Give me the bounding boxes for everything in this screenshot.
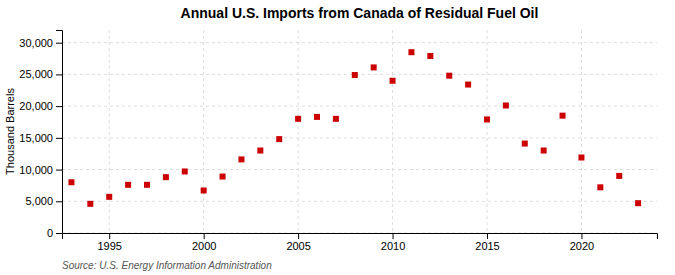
point — [201, 187, 207, 193]
tick-mark — [487, 233, 488, 239]
tick-mark — [204, 233, 205, 239]
point — [597, 184, 603, 190]
point — [106, 194, 112, 200]
tick: 2000 — [192, 233, 216, 252]
plot: 1995 2000 2005 2010 2015 2020 0 5,000 10,000 15,0… — [19, 30, 657, 252]
tick-mark — [298, 233, 299, 239]
tick-mark — [393, 233, 394, 239]
tick-label: 15,000 — [19, 132, 53, 144]
point — [465, 82, 471, 88]
point — [238, 156, 244, 162]
tick-label: 20,000 — [19, 100, 53, 112]
axis-line — [56, 31, 63, 234]
grid-line — [62, 201, 657, 202]
point — [220, 174, 226, 180]
tick: 20,000 — [19, 100, 62, 112]
tick-label: 2000 — [192, 240, 216, 252]
point — [295, 116, 301, 122]
point — [182, 168, 188, 174]
point — [578, 155, 584, 161]
point — [446, 73, 452, 79]
point — [257, 148, 263, 154]
grid-line — [392, 30, 393, 233]
tick-mark — [56, 106, 62, 107]
point — [635, 200, 641, 206]
tick-mark — [56, 74, 62, 75]
tick-mark — [56, 170, 62, 171]
grid — [62, 30, 657, 233]
point — [503, 102, 509, 108]
tick: 15,000 — [19, 132, 62, 144]
tick-label: 1995 — [97, 240, 121, 252]
tick-label: 2015 — [475, 240, 499, 252]
point — [427, 53, 433, 59]
tick-mark — [581, 233, 582, 239]
point — [163, 174, 169, 180]
tick-mark — [109, 233, 110, 239]
grid-line — [487, 30, 488, 233]
point — [522, 141, 528, 147]
axis-line — [63, 234, 658, 240]
point — [125, 182, 131, 188]
grid-line — [62, 74, 657, 75]
tick-mark — [56, 233, 62, 234]
title: Annual U.S. Imports from Canada of Resid… — [181, 5, 539, 21]
grid-line — [62, 106, 657, 107]
tick: 2020 — [570, 233, 594, 252]
point — [408, 49, 414, 55]
y-axis: 0 5,000 10,000 15,000 20,000 25,000 30,000 — [19, 31, 62, 240]
tick-mark — [56, 43, 62, 44]
tick-label: 2005 — [286, 240, 310, 252]
point — [276, 136, 282, 142]
point — [390, 78, 396, 84]
points — [68, 49, 641, 207]
tick-label: 2020 — [570, 240, 594, 252]
tick-label: 5,000 — [25, 195, 53, 207]
grid-line — [62, 169, 657, 170]
tick: 5,000 — [25, 195, 62, 207]
tick: 25,000 — [19, 68, 62, 80]
tick-mark — [56, 201, 62, 202]
grid-line — [298, 30, 299, 233]
grid-line — [581, 30, 582, 233]
point — [484, 116, 490, 122]
source: Source: U.S. Energy Information Administ… — [62, 260, 272, 271]
grid-line — [109, 30, 110, 233]
grid-line — [62, 137, 657, 138]
point — [144, 182, 150, 188]
tick: 10,000 — [19, 164, 62, 176]
tick-label: 10,000 — [19, 164, 53, 176]
tick: 30,000 — [19, 37, 62, 49]
point — [560, 113, 566, 119]
x-axis: 1995 2000 2005 2010 2015 2020 — [63, 233, 658, 252]
tick: 2005 — [286, 233, 310, 252]
point — [314, 114, 320, 120]
tick-label: 2010 — [381, 240, 405, 252]
tick-label: 30,000 — [19, 37, 53, 49]
point — [352, 72, 358, 78]
tick-label: 25,000 — [19, 68, 53, 80]
point — [87, 201, 93, 207]
tick: 2010 — [381, 233, 405, 252]
point — [371, 64, 377, 70]
tick-mark — [56, 138, 62, 139]
tick: 0 — [47, 227, 62, 239]
tick: 2015 — [475, 233, 499, 252]
point — [541, 148, 547, 154]
y-axis-title: Thousand Barrels — [4, 88, 16, 175]
point — [333, 116, 339, 122]
tick-label: 0 — [47, 227, 53, 239]
point — [616, 173, 622, 179]
grid-line — [62, 42, 657, 43]
point — [68, 179, 74, 185]
chart: 1995 2000 2005 2010 2015 2020 0 5,000 10,000 15,0… — [0, 0, 675, 275]
grid-line — [203, 30, 204, 233]
tick: 1995 — [97, 233, 121, 252]
